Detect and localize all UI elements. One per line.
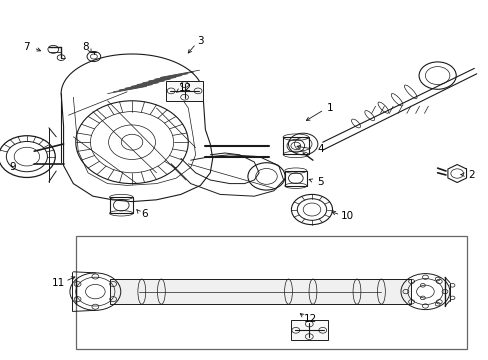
Text: 2: 2 bbox=[468, 170, 474, 180]
Text: 3: 3 bbox=[197, 36, 203, 46]
Text: 11: 11 bbox=[52, 278, 65, 288]
Bar bbox=[283, 137, 308, 154]
Bar bbox=[284, 171, 306, 186]
Text: 10: 10 bbox=[340, 211, 353, 221]
Text: 12: 12 bbox=[303, 314, 317, 324]
Text: 4: 4 bbox=[316, 144, 323, 154]
Bar bbox=[109, 197, 133, 213]
Bar bbox=[166, 81, 203, 101]
Text: 9: 9 bbox=[9, 162, 16, 172]
Bar bbox=[110, 279, 410, 304]
Text: 1: 1 bbox=[326, 103, 333, 113]
Text: 12: 12 bbox=[179, 83, 192, 93]
Bar bbox=[290, 320, 327, 340]
Text: 8: 8 bbox=[82, 42, 89, 52]
Text: 7: 7 bbox=[23, 42, 30, 52]
Text: 6: 6 bbox=[141, 209, 147, 219]
Bar bbox=[76, 236, 466, 349]
Text: 5: 5 bbox=[316, 177, 323, 187]
